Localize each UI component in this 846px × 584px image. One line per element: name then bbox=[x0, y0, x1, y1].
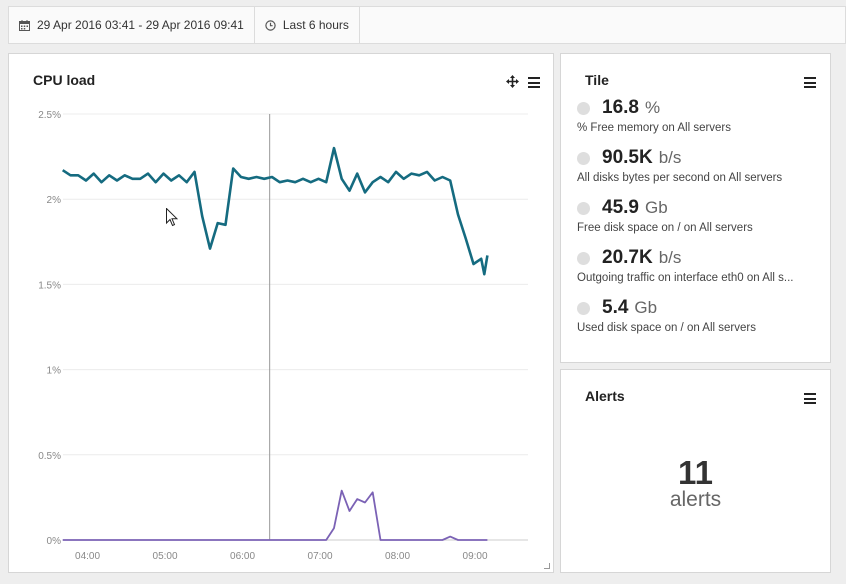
status-dot-icon bbox=[577, 201, 590, 215]
metric-item: 90.5K b/s All disks bytes per second on … bbox=[577, 147, 822, 184]
calendar-icon bbox=[19, 19, 30, 31]
tile-panel: Tile 16.8 % % Free memory on All servers… bbox=[560, 53, 831, 363]
metric-label: Free disk space on / on All servers bbox=[577, 222, 753, 234]
y-tick-label: 1.5% bbox=[38, 280, 61, 291]
y-tick-label: 0.5% bbox=[38, 451, 61, 462]
resize-handle[interactable] bbox=[544, 563, 550, 569]
alerts-panel-title: Alerts bbox=[585, 388, 625, 404]
metric-unit: Gb bbox=[634, 298, 658, 317]
series-line-2 bbox=[62, 489, 488, 541]
quick-range-button[interactable]: Last 6 hours bbox=[255, 7, 360, 43]
x-tick-label: 09:00 bbox=[463, 551, 488, 562]
series-line-1 bbox=[61, 146, 489, 276]
metric-label: % Free memory on All servers bbox=[577, 122, 732, 134]
cpu-panel-title: CPU load bbox=[33, 72, 96, 88]
clock-icon bbox=[265, 19, 276, 31]
date-range-picker[interactable]: 29 Apr 2016 03:41 - 29 Apr 2016 09:41 bbox=[9, 7, 255, 43]
status-dot-icon bbox=[577, 101, 590, 115]
cpu-load-panel: CPU load 2.5% 2% 1.5% 1% 0.5% 0% 04:00 05:00 06… bbox=[8, 53, 554, 573]
metric-item: 5.4 Gb Used disk space on / on All serve… bbox=[577, 297, 822, 334]
cpu-chart: 2.5% 2% 1.5% 1% 0.5% 0% 04:00 05:00 06:00 07:00 0… bbox=[38, 110, 528, 562]
metric-label: All disks bytes per second on All server… bbox=[577, 172, 783, 184]
alerts-panel: Alerts 11 alerts bbox=[560, 369, 831, 573]
date-range-text: 29 Apr 2016 03:41 - 29 Apr 2016 09:41 bbox=[37, 18, 244, 32]
metric-item: 16.8 % % Free memory on All servers bbox=[577, 97, 822, 134]
menu-icon[interactable] bbox=[528, 77, 540, 88]
status-dot-icon bbox=[577, 251, 590, 265]
x-tick-label: 07:00 bbox=[308, 551, 333, 562]
y-tick-label: 1% bbox=[47, 366, 62, 377]
status-dot-icon bbox=[577, 301, 590, 315]
metric-value: 20.7K bbox=[602, 247, 653, 268]
y-tick-label: 2% bbox=[47, 195, 62, 206]
metric-item: 45.9 Gb Free disk space on / on All serv… bbox=[577, 197, 822, 234]
x-tick-label: 04:00 bbox=[75, 551, 100, 562]
y-tick-label: 0% bbox=[47, 536, 62, 547]
metric-unit: Gb bbox=[644, 198, 668, 217]
x-tick-label: 06:00 bbox=[230, 551, 255, 562]
mouse-pointer-icon bbox=[166, 207, 179, 233]
metric-value: 16.8 bbox=[602, 97, 639, 118]
menu-icon[interactable] bbox=[804, 77, 816, 88]
x-tick-label: 08:00 bbox=[385, 551, 410, 562]
y-tick-label: 2.5% bbox=[38, 110, 61, 121]
metric-value: 90.5K bbox=[602, 147, 653, 168]
move-icon[interactable] bbox=[506, 75, 519, 93]
metric-item: 20.7K b/s Outgoing traffic on interface … bbox=[577, 247, 822, 284]
metric-label: Outgoing traffic on interface eth0 on Al… bbox=[577, 272, 794, 284]
time-range-toolbar: 29 Apr 2016 03:41 - 29 Apr 2016 09:41 La… bbox=[8, 6, 846, 44]
quick-range-text: Last 6 hours bbox=[282, 18, 349, 32]
tile-panel-title: Tile bbox=[585, 72, 609, 88]
metric-value: 45.9 bbox=[602, 197, 639, 218]
metric-value: 5.4 bbox=[602, 297, 629, 318]
metric-unit: b/s bbox=[658, 248, 682, 267]
alert-count: 11 bbox=[678, 454, 713, 491]
status-dot-icon bbox=[577, 151, 590, 165]
metric-unit: % bbox=[644, 98, 661, 117]
x-tick-label: 05:00 bbox=[153, 551, 178, 562]
alert-label: alerts bbox=[669, 488, 722, 511]
metric-label: Used disk space on / on All servers bbox=[577, 322, 756, 334]
metric-unit: b/s bbox=[658, 148, 682, 167]
menu-icon[interactable] bbox=[804, 393, 816, 404]
